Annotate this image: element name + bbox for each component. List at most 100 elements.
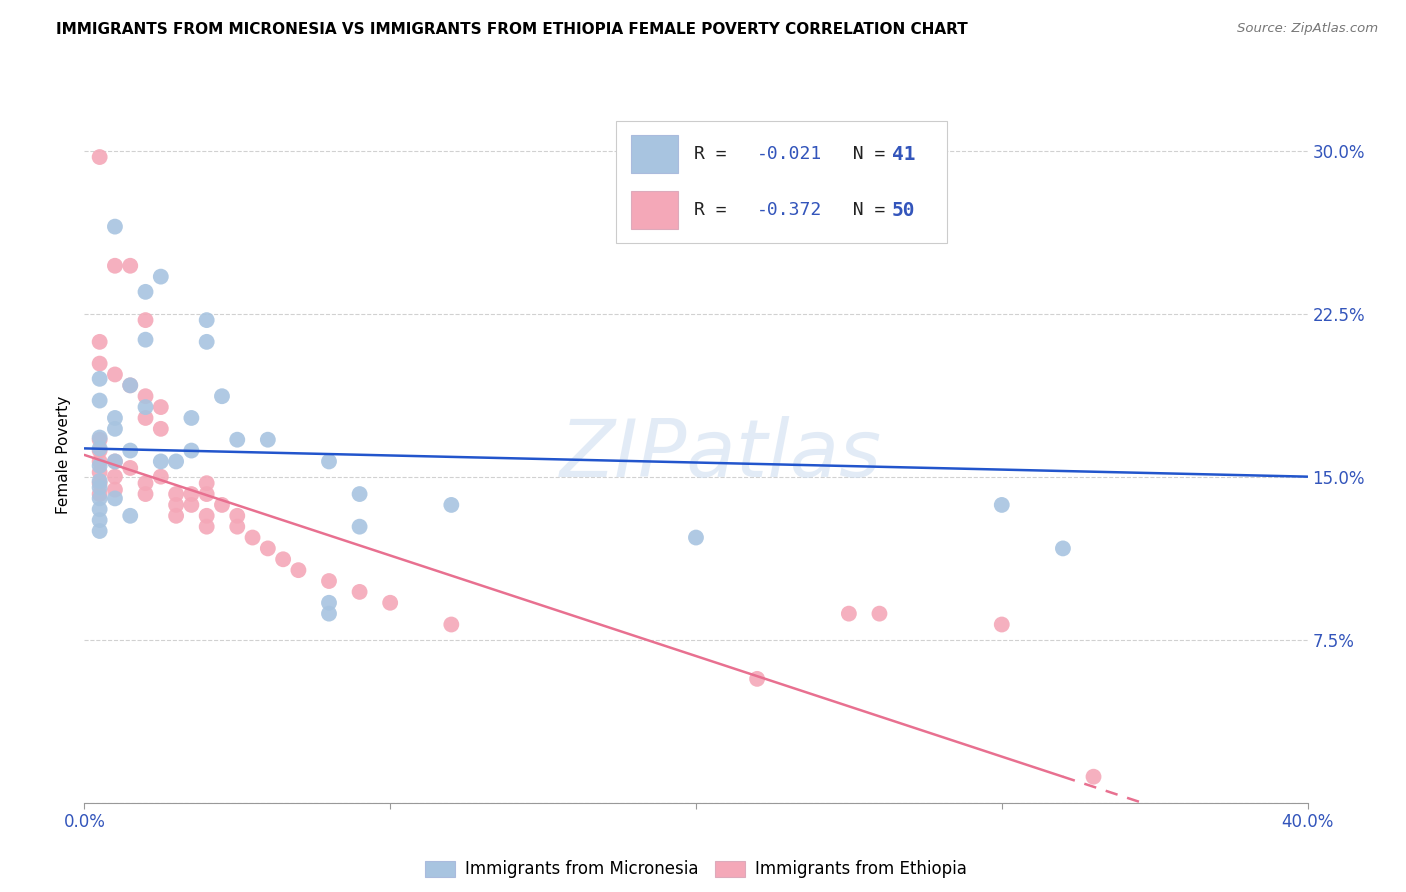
Point (180, 443, 202, 458)
Point (991, 498, 1014, 512)
Point (349, 519, 371, 533)
Point (89, 443, 111, 458)
Point (318, 596, 340, 610)
Point (135, 389, 157, 403)
Text: R =: R = (693, 201, 737, 219)
Point (747, 672, 769, 686)
Legend: Immigrants from Micronesia, Immigrants from Ethiopia: Immigrants from Micronesia, Immigrants f… (418, 854, 974, 885)
Point (89, 481, 111, 495)
Point (120, 378, 142, 392)
Point (104, 454, 127, 468)
Text: R =: R = (693, 145, 737, 163)
Point (991, 617, 1014, 632)
Point (135, 313, 157, 327)
Point (257, 541, 280, 556)
Point (195, 487, 218, 501)
Point (211, 389, 233, 403)
Point (257, 433, 280, 447)
Point (104, 491, 127, 506)
Point (440, 617, 463, 632)
Text: N =: N = (831, 201, 896, 219)
Point (89, 393, 111, 408)
FancyBboxPatch shape (616, 121, 946, 243)
Point (165, 508, 187, 523)
Point (104, 454, 127, 468)
Point (104, 259, 127, 273)
Point (89, 476, 111, 491)
Y-axis label: Female Poverty: Female Poverty (56, 396, 72, 514)
Point (685, 531, 707, 545)
Point (135, 285, 157, 299)
Point (165, 498, 187, 512)
Point (869, 607, 891, 621)
Point (89, 502, 111, 516)
Text: ZIPatlas: ZIPatlas (560, 416, 882, 494)
Point (149, 469, 172, 483)
Point (89, 454, 111, 468)
Point (195, 519, 218, 533)
Point (120, 378, 142, 392)
Point (89, 431, 111, 445)
Text: N =: N = (831, 145, 896, 163)
Point (318, 454, 340, 468)
Point (120, 443, 142, 458)
Point (838, 607, 860, 621)
Point (318, 574, 340, 588)
Point (89, 442, 111, 456)
Point (226, 508, 249, 523)
Text: -0.372: -0.372 (758, 201, 823, 219)
Point (104, 411, 127, 425)
Point (120, 461, 142, 475)
Point (1083, 770, 1105, 784)
Point (135, 333, 157, 347)
Point (104, 422, 127, 436)
Point (195, 313, 218, 327)
Point (89, 372, 111, 386)
Point (226, 519, 249, 533)
Point (1052, 541, 1074, 556)
Point (135, 476, 157, 491)
Point (165, 454, 187, 468)
Point (89, 458, 111, 473)
Point (440, 498, 463, 512)
Point (242, 531, 264, 545)
Point (271, 552, 294, 566)
Point (180, 498, 202, 512)
Point (180, 411, 202, 425)
Point (149, 422, 172, 436)
Point (165, 487, 187, 501)
Point (89, 150, 111, 164)
Point (149, 269, 172, 284)
Point (195, 334, 218, 349)
Text: IMMIGRANTS FROM MICRONESIA VS IMMIGRANTS FROM ETHIOPIA FEMALE POVERTY CORRELATIO: IMMIGRANTS FROM MICRONESIA VS IMMIGRANTS… (56, 22, 967, 37)
Point (89, 474, 111, 488)
Point (135, 487, 157, 501)
Point (380, 596, 402, 610)
Point (89, 433, 111, 447)
Text: -0.021: -0.021 (758, 145, 823, 163)
Point (104, 368, 127, 382)
Point (104, 483, 127, 497)
Point (120, 259, 142, 273)
Point (89, 487, 111, 501)
Point (149, 400, 172, 414)
Point (104, 219, 127, 234)
Point (89, 524, 111, 538)
Point (104, 469, 127, 483)
Point (135, 411, 157, 425)
Point (180, 487, 202, 501)
Text: 41: 41 (891, 145, 915, 164)
Point (149, 454, 172, 468)
Text: 50: 50 (891, 201, 915, 219)
Point (195, 508, 218, 523)
Point (349, 487, 371, 501)
Point (318, 607, 340, 621)
Point (226, 433, 249, 447)
Point (135, 400, 157, 414)
Point (120, 508, 142, 523)
Point (89, 466, 111, 480)
Point (89, 334, 111, 349)
Point (195, 476, 218, 491)
Point (89, 513, 111, 527)
Point (211, 498, 233, 512)
